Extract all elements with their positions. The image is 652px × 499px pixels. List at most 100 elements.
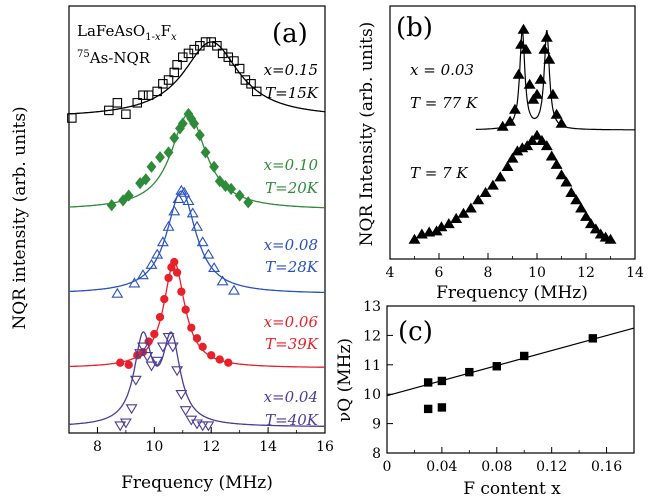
panel-a-data-point	[136, 269, 149, 280]
panel-c-data-point	[520, 351, 529, 361]
panel-b-data-point	[580, 210, 592, 221]
panel-b-data-point	[540, 140, 553, 151]
panel-a-fit-curve	[68, 261, 325, 368]
panel-a-data-point	[251, 86, 262, 97]
panel-a-data-point	[162, 220, 175, 231]
panel-a-data-point	[136, 342, 149, 353]
panel-c-ylabel: νQ (MHz)	[335, 338, 355, 422]
panel-a-data-point	[106, 199, 117, 212]
panel-b-x-tick-label: 4	[386, 265, 395, 281]
panel-a-series-T-label: T=40K	[265, 411, 319, 429]
panel-c-frame	[386, 305, 635, 454]
panel-c-data-point	[423, 404, 433, 414]
panel-b-t-low-annotation: T = 7 K	[410, 164, 468, 182]
panel-b-data-point	[496, 120, 509, 131]
panel-c-x-tick-label: 0.08	[481, 459, 512, 475]
panel-b-x-tick-label: 6	[435, 265, 444, 281]
panel-a-data-point	[207, 351, 216, 360]
panel-a-data-point	[151, 248, 164, 259]
panel-a-data-point	[129, 375, 142, 386]
panel-c-x-tick-label: 0	[383, 459, 392, 475]
panel-a-data-point	[171, 366, 184, 377]
panel-a-series-T-label: T=20K	[265, 179, 319, 197]
panel-c-y-tick-label: 9	[372, 417, 381, 433]
panel-a-data-point	[209, 160, 219, 173]
panel-b-ylabel: NQR Intensity (arb. units)	[357, 22, 377, 247]
panel-c-y-tick-label: 8	[372, 446, 381, 462]
panel-b-data-point	[538, 43, 551, 54]
panel-a-data-point	[202, 248, 215, 259]
panel-b-data-point	[550, 108, 563, 119]
panel-b-data-point	[526, 134, 539, 145]
panel-a-data-point	[175, 389, 188, 401]
panel-c: 0 0.04 0.08 0.12 0.16 8 9 10 11 12 13 (c) F conten…	[335, 299, 635, 499]
panel-b-frame	[389, 5, 636, 260]
panel-a-compound: LaFeAsO1-xFx	[77, 22, 177, 43]
panel-a-x-tick-label: 10	[145, 439, 163, 455]
panel-c-data-point	[465, 367, 474, 377]
panel-b-data-point	[589, 223, 602, 234]
panel-a-data-point	[141, 351, 154, 363]
panel-a-data-point	[143, 90, 154, 100]
panel-b-data-point	[472, 194, 485, 205]
panel-c-data-point	[423, 378, 433, 387]
panel-a-data-point	[224, 358, 233, 367]
panel-a-data-point	[156, 342, 169, 353]
panel-a-xlabel: Frequency (MHz)	[121, 473, 273, 493]
panel-a-data-point	[200, 146, 211, 159]
panel-b-data-point	[540, 31, 553, 42]
panel-a-data-point	[243, 196, 254, 209]
panel-a-x-tick-label: 16	[316, 439, 334, 455]
panel-b-data-point	[546, 88, 559, 99]
panel-b-data-point	[506, 152, 519, 163]
panel-a-data-point	[145, 361, 158, 372]
panel-b-data-point	[565, 186, 578, 197]
panel-a-x-tick-label: 8	[93, 439, 102, 455]
panel-b-data-point	[517, 23, 530, 34]
panel-a-data-point	[168, 205, 181, 216]
panel-a-data-point	[194, 129, 205, 142]
panel-a-data-point	[187, 323, 196, 332]
panel-b-data-point	[442, 218, 455, 229]
panel-b-data-point	[570, 194, 583, 205]
panel-a-data-point	[186, 207, 199, 218]
panel-b: 4 6 8 10 12 14 (b) x = 0.03 T = 77 K T = 7 K …	[357, 5, 644, 303]
panel-c-label: (c)	[398, 317, 433, 347]
panel-a-data-point	[111, 287, 124, 298]
panel-c-data-point	[437, 376, 447, 386]
panel-a-data-point	[116, 358, 125, 367]
panel-a-series-x-label: x=0.04	[264, 388, 318, 406]
panel-b-xlabel: Frequency (MHz)	[436, 283, 588, 303]
panel-a-data-point	[151, 356, 164, 367]
panel-c-data-point	[437, 403, 447, 412]
panel-a-data-point	[228, 284, 240, 295]
panel-b-data-point	[604, 233, 617, 244]
panel-b-data-point	[543, 53, 556, 64]
panel-a-data-point	[172, 192, 185, 203]
panel-a-data-point	[112, 98, 123, 108]
panel-b-marks	[408, 23, 635, 244]
panel-b-x-ticks: 4 6 8 10 12 14	[386, 253, 644, 281]
panel-b-data-point	[550, 158, 563, 169]
panel-a-series-x-label: x=0.15	[264, 61, 318, 79]
panel-c-x-tick-label: 0.16	[591, 459, 622, 475]
panel-a-data-point	[192, 334, 202, 343]
panel-a-data-point	[179, 406, 192, 417]
panel-c-ticks: 0 0.04 0.08 0.12 0.16 8 9 10 11 12 13	[363, 299, 622, 475]
panel-a-data-point	[150, 329, 159, 339]
panel-b-x-tick-label: 10	[528, 265, 546, 281]
panel-c-xlabel: F content x	[463, 479, 561, 499]
panel-a-data-point	[200, 37, 211, 47]
panel-a-label: (a)	[272, 19, 308, 49]
panel-a-data-point	[172, 60, 182, 70]
panel-c-x-tick-label: 0.04	[426, 459, 457, 475]
panel-a-data-point	[164, 273, 173, 283]
panel-a-data-point	[229, 56, 239, 66]
panel-b-data-point	[584, 218, 597, 229]
panel-a-data-point	[163, 146, 174, 159]
panel-c-y-tick-label: 10	[363, 387, 381, 403]
panel-a-data-point	[216, 275, 229, 286]
panel-b-data-point	[508, 103, 521, 114]
panel-b-x-tick-label: 8	[484, 265, 493, 281]
